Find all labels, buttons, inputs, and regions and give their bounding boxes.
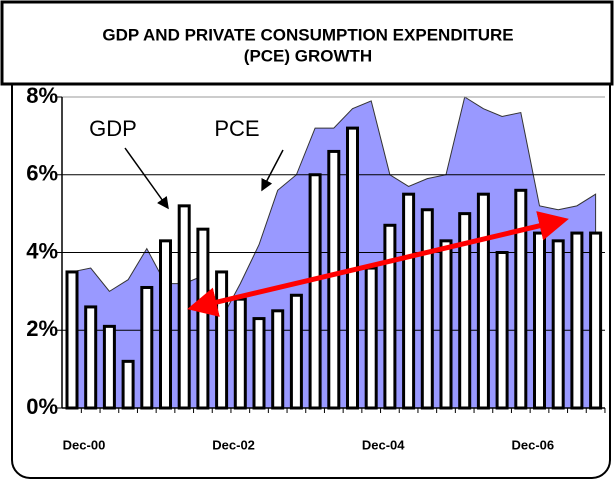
bar — [495, 251, 509, 410]
y-tick-label: 2% — [26, 316, 58, 341]
bar — [420, 208, 434, 410]
x-tick-label: Dec-06 — [511, 437, 554, 452]
title-box — [0, 0, 614, 86]
bar — [402, 192, 416, 410]
annotation: GDP — [89, 116, 137, 141]
y-tick-label: 4% — [26, 238, 58, 263]
y-tick-label: 0% — [26, 394, 58, 419]
bar — [84, 305, 98, 410]
bar — [215, 270, 229, 410]
bar — [476, 192, 490, 410]
bar — [439, 239, 453, 410]
bar — [308, 173, 322, 410]
bar — [102, 324, 116, 410]
bar — [551, 239, 565, 410]
chart-title: GDP AND PRIVATE CONSUMPTION EXPENDITURE — [102, 25, 513, 44]
bar — [271, 309, 285, 410]
annotation: PCE — [214, 116, 259, 141]
y-tick-label: 6% — [26, 161, 58, 186]
bar — [383, 223, 397, 410]
bar — [252, 317, 266, 410]
bar — [589, 231, 603, 410]
bar — [121, 359, 135, 410]
bar — [514, 188, 528, 410]
x-tick-label: Dec-00 — [63, 437, 106, 452]
bar — [159, 239, 172, 410]
chart-subtitle: (PCE) GROWTH — [244, 46, 372, 65]
bar — [327, 149, 341, 410]
bar — [196, 227, 210, 410]
annotation-arrow — [124, 147, 169, 210]
bar — [65, 270, 79, 410]
x-tick-label: Dec-04 — [362, 437, 405, 452]
bar — [233, 297, 247, 410]
y-tick-label: 8% — [26, 83, 58, 108]
bar — [570, 231, 584, 410]
annotation-arrow — [261, 149, 284, 192]
bar — [533, 231, 546, 410]
x-tick-label: Dec-02 — [212, 437, 255, 452]
bar — [289, 293, 303, 410]
bar — [364, 266, 378, 410]
trend-arrow — [187, 211, 569, 317]
bar — [177, 204, 191, 410]
bar — [140, 285, 154, 410]
